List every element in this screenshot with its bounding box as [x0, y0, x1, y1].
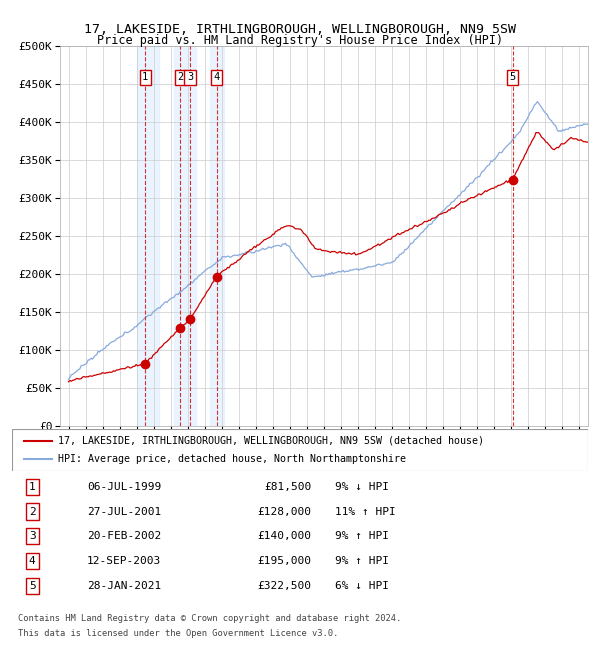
Text: £81,500: £81,500 [264, 482, 311, 492]
Text: 06-JUL-1999: 06-JUL-1999 [87, 482, 161, 492]
Bar [174, 46, 196, 426]
Text: Price paid vs. HM Land Registry's House Price Index (HPI): Price paid vs. HM Land Registry's House … [97, 34, 503, 47]
Text: HPI: Average price, detached house, North Northamptonshire: HPI: Average price, detached house, Nort… [58, 454, 406, 464]
Text: 9% ↓ HPI: 9% ↓ HPI [335, 482, 389, 492]
Text: 6% ↓ HPI: 6% ↓ HPI [335, 580, 389, 591]
Text: 2: 2 [177, 72, 184, 83]
Text: 3: 3 [29, 531, 35, 541]
Text: £128,000: £128,000 [257, 506, 311, 517]
Text: 11% ↑ HPI: 11% ↑ HPI [335, 506, 395, 517]
Text: 28-JAN-2021: 28-JAN-2021 [87, 580, 161, 591]
Text: £322,500: £322,500 [257, 580, 311, 591]
Text: 9% ↑ HPI: 9% ↑ HPI [335, 556, 389, 566]
Bar [137, 46, 159, 426]
Text: 5: 5 [29, 580, 35, 591]
Text: 2: 2 [29, 506, 35, 517]
Text: 17, LAKESIDE, IRTHLINGBOROUGH, WELLINGBOROUGH, NN9 5SW (detached house): 17, LAKESIDE, IRTHLINGBOROUGH, WELLINGBO… [58, 436, 484, 446]
Text: £195,000: £195,000 [257, 556, 311, 566]
Text: 4: 4 [29, 556, 35, 566]
Bar [210, 46, 224, 426]
Text: 17, LAKESIDE, IRTHLINGBOROUGH, WELLINGBOROUGH, NN9 5SW: 17, LAKESIDE, IRTHLINGBOROUGH, WELLINGBO… [84, 23, 516, 36]
Text: £140,000: £140,000 [257, 531, 311, 541]
Text: 1: 1 [29, 482, 35, 492]
Text: 3: 3 [187, 72, 193, 83]
Text: This data is licensed under the Open Government Licence v3.0.: This data is licensed under the Open Gov… [18, 629, 338, 638]
Text: 1: 1 [142, 72, 148, 83]
Text: 5: 5 [509, 72, 515, 83]
Text: 27-JUL-2001: 27-JUL-2001 [87, 506, 161, 517]
Text: 12-SEP-2003: 12-SEP-2003 [87, 556, 161, 566]
Text: 20-FEB-2002: 20-FEB-2002 [87, 531, 161, 541]
Text: 9% ↑ HPI: 9% ↑ HPI [335, 531, 389, 541]
Text: 4: 4 [214, 72, 220, 83]
Text: Contains HM Land Registry data © Crown copyright and database right 2024.: Contains HM Land Registry data © Crown c… [18, 614, 401, 623]
